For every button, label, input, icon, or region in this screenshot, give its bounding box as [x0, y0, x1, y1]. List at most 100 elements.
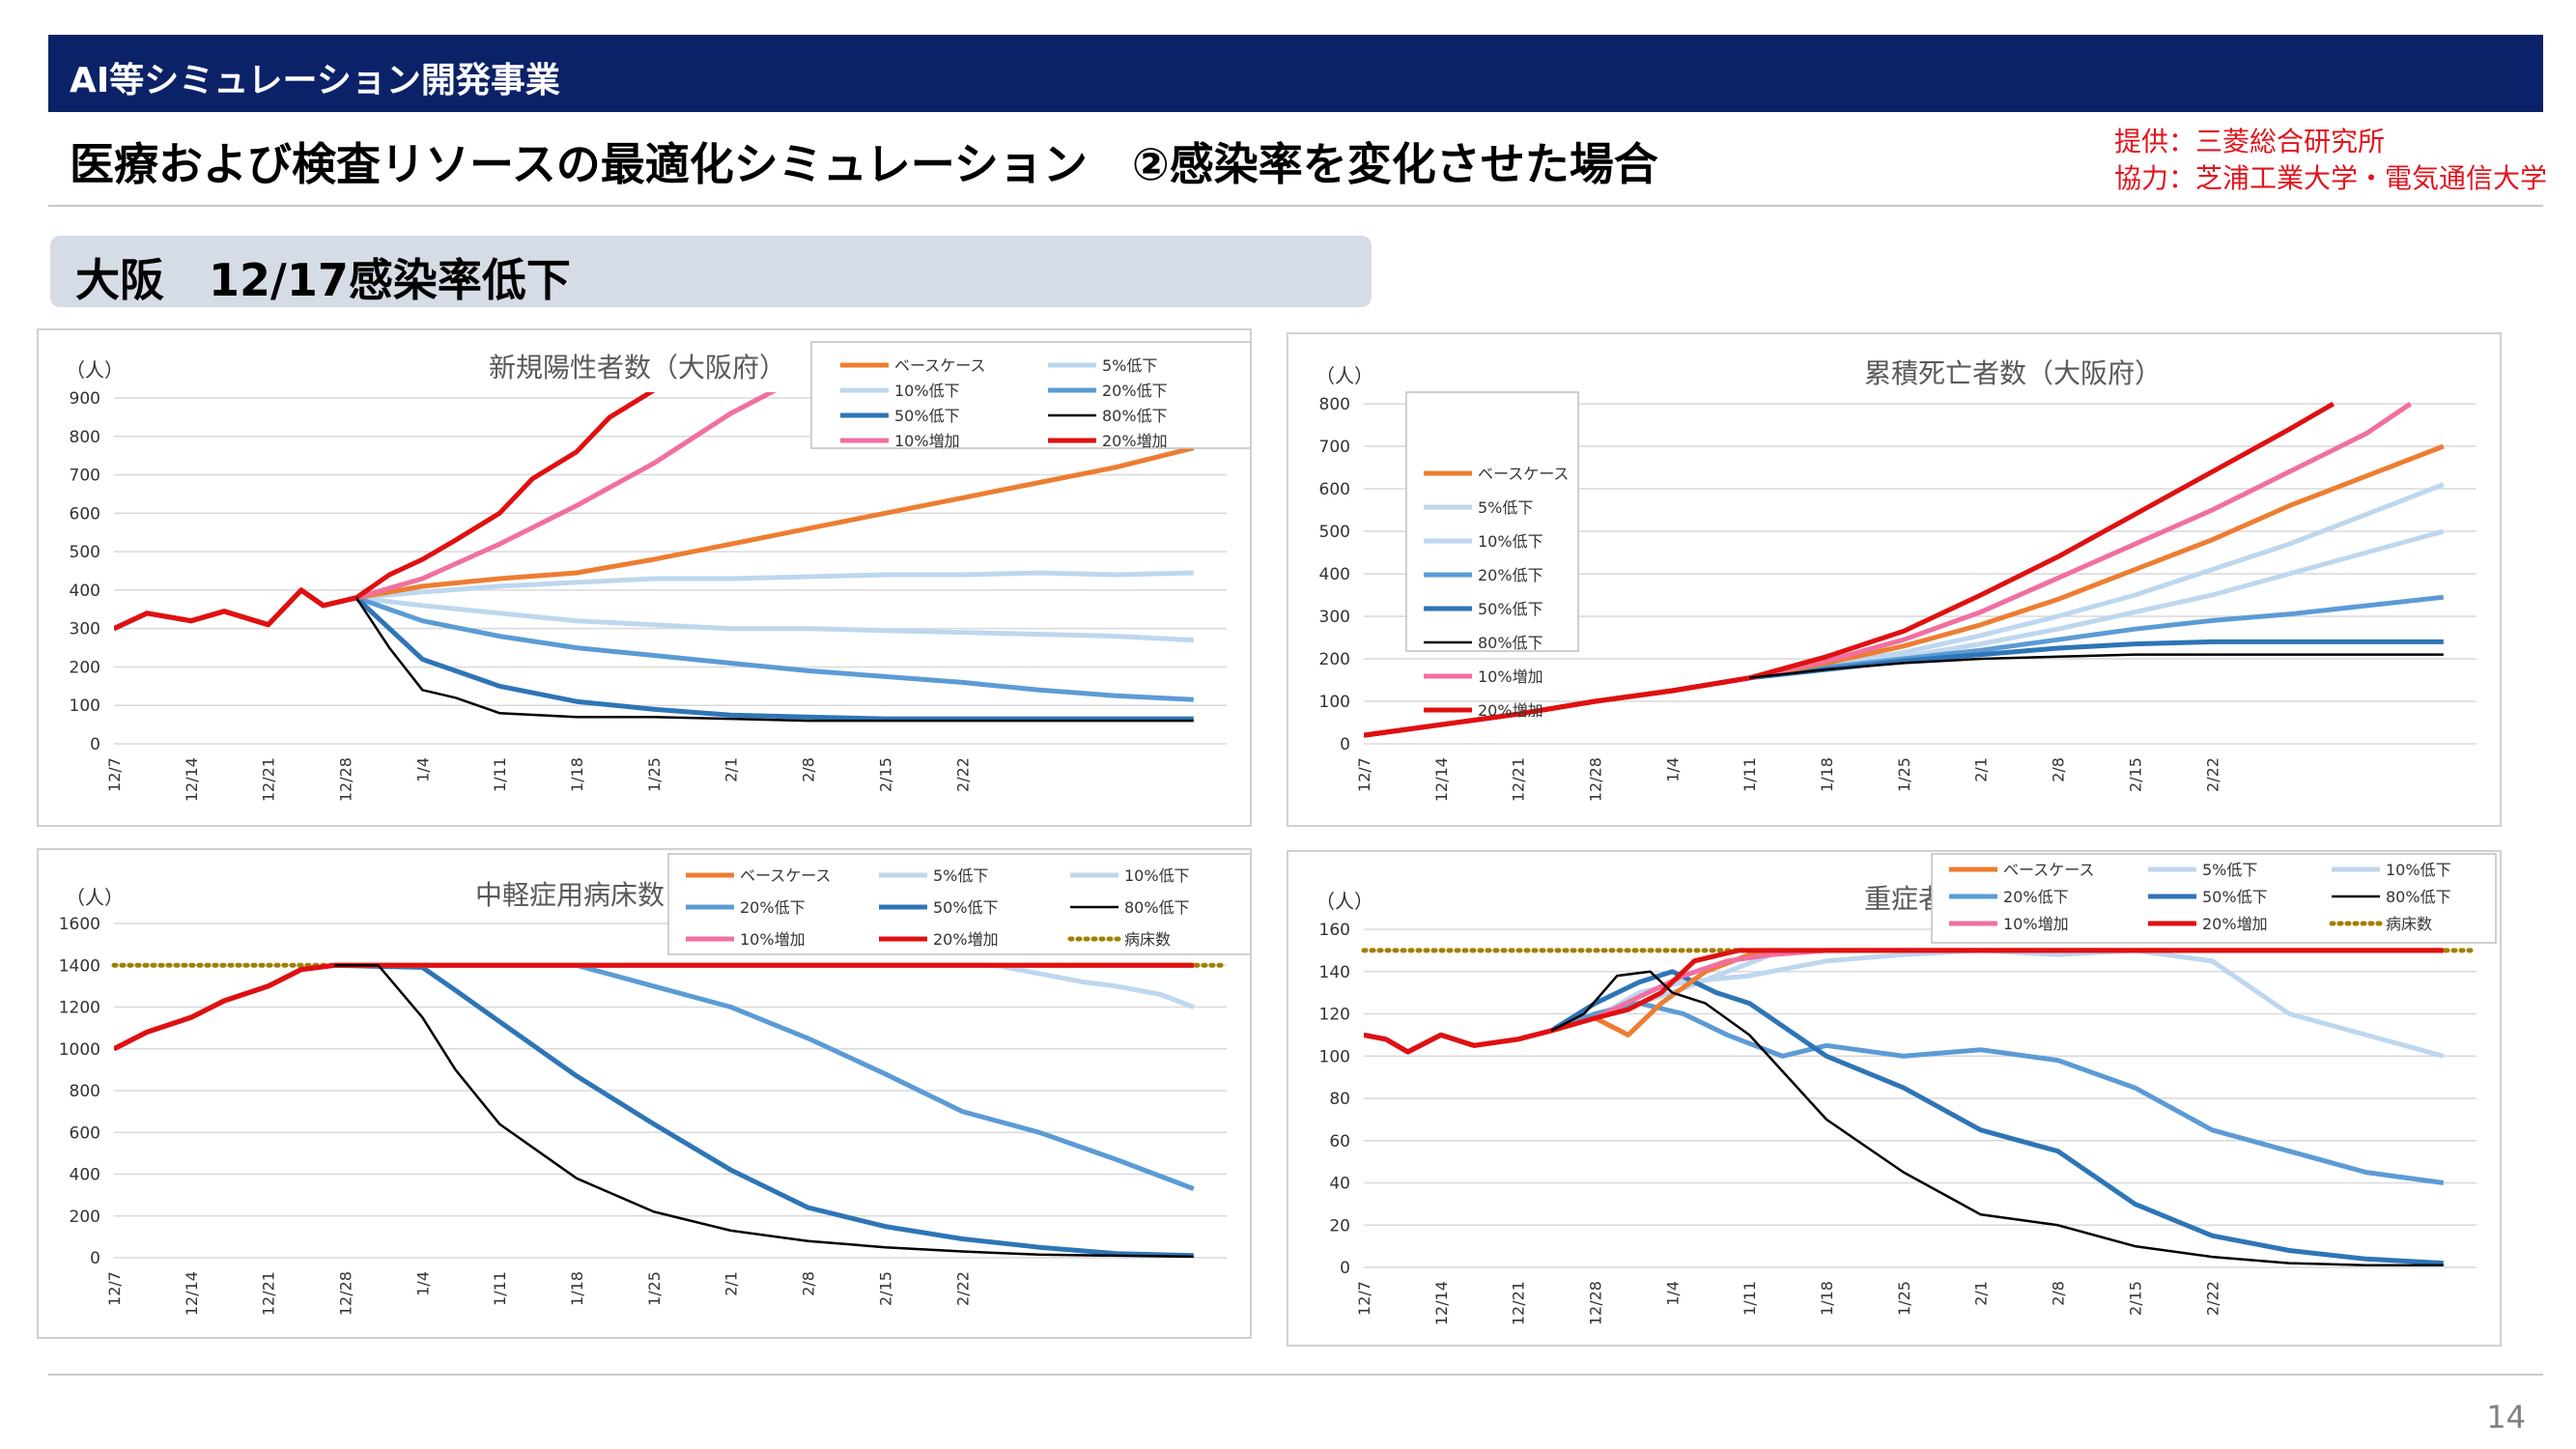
- y-tick-label: 1600: [59, 915, 100, 934]
- chart-title: 累積死亡者数（大阪府）: [1864, 357, 2162, 389]
- legend-label: ベースケース: [894, 356, 985, 375]
- y-tick-label: 1400: [59, 956, 100, 976]
- x-tick-label: 12/14: [1432, 1281, 1451, 1325]
- series-line-p50: [1364, 969, 2444, 1266]
- series-line-inc10: [114, 392, 777, 631]
- series-line-p5: [114, 570, 1194, 631]
- y-tick-label: 700: [1319, 438, 1350, 457]
- x-tick-label: 2/1: [1972, 757, 1991, 782]
- legend-label: 5%低下: [2202, 861, 2257, 879]
- page-number: 14: [2486, 1399, 2526, 1435]
- y-tick-label: 800: [70, 1082, 100, 1101]
- series-group: [114, 392, 1195, 723]
- y-tick-label: 200: [70, 1208, 100, 1227]
- x-tick-label: 12/7: [105, 1271, 124, 1306]
- provider-line: 提供：三菱総合研究所: [2113, 126, 2385, 157]
- x-tick-label: 1/4: [1663, 757, 1682, 782]
- cooperation-line: 協力：芝浦工業大学・電気通信大学: [2113, 162, 2547, 194]
- legend-label: 20%増加: [1478, 701, 1543, 720]
- x-tick-label: 1/25: [645, 757, 664, 792]
- x-tick-label: 12/28: [337, 1271, 355, 1316]
- series-line-p80: [1364, 970, 2444, 1267]
- y-tick-label: 900: [70, 389, 100, 409]
- y-tick-label: 600: [70, 1123, 100, 1143]
- legend-label: ベースケース: [1478, 465, 1569, 483]
- x-tick-label: 12/21: [260, 1271, 278, 1316]
- legend-label: ベースケース: [740, 867, 831, 885]
- legend-label: 50%低下: [2202, 888, 2268, 906]
- section-title: 大阪 12/17感染率低下: [75, 254, 571, 306]
- y-tick-label: 600: [70, 504, 100, 524]
- footer-divider: [48, 1374, 2543, 1376]
- x-tick-label: 2/15: [876, 757, 894, 792]
- y-tick-label: 20: [1329, 1216, 1350, 1236]
- x-tick-label: 1/18: [568, 757, 586, 792]
- legend-label: ベースケース: [2003, 861, 2094, 879]
- x-tick-label: 1/25: [1895, 757, 1913, 792]
- chart-panel-deaths: 0 100 200 300 400 500 600 700 800 12/7 12/14 12/21 1…: [1287, 332, 2502, 827]
- y-tick-label: 100: [70, 696, 100, 716]
- legend-box: [810, 341, 1250, 449]
- legend-label: 10%増加: [740, 930, 806, 949]
- y-tick-label: 80: [1329, 1090, 1350, 1109]
- legend-label: 50%低下: [894, 407, 960, 425]
- chart-title: 新規陽性者数（大阪府）: [489, 352, 786, 384]
- legend-label: 5%低下: [933, 867, 988, 885]
- y-tick-label: 800: [70, 428, 100, 447]
- history-line: [114, 587, 357, 631]
- y-tick-label: 160: [1319, 921, 1350, 940]
- legend-label: 80%低下: [2386, 888, 2451, 906]
- x-tick-label: 12/7: [1355, 1281, 1373, 1316]
- y-tick-label: 300: [70, 620, 100, 639]
- y-tick-label: 400: [70, 582, 100, 601]
- series-line-p20: [114, 587, 1194, 702]
- y-tick-label: 0: [90, 735, 100, 754]
- title-divider: [48, 205, 2543, 207]
- series-group: [1364, 401, 2445, 738]
- x-tick-label: 12/21: [260, 757, 278, 802]
- series-line-p80: [114, 964, 1194, 1258]
- unit-label: （人）: [1316, 364, 1373, 387]
- x-tick-label: 1/18: [568, 1271, 586, 1306]
- x-tick-label: 12/14: [183, 757, 201, 802]
- x-tick-label: 12/14: [1432, 757, 1451, 802]
- legend-label: 病床数: [2386, 915, 2432, 933]
- x-tick-label: 12/7: [105, 757, 124, 792]
- unit-label: （人）: [1316, 890, 1373, 913]
- series-line-p20: [114, 962, 1195, 1191]
- x-tick-label: 1/4: [413, 757, 432, 782]
- chart-deaths: 0 100 200 300 400 500 600 700 800 12/7 12/14 12/21 1…: [1316, 357, 2477, 802]
- x-tick-label: 1/18: [1818, 757, 1836, 792]
- series-group: [114, 962, 1195, 1258]
- legend-label: 10%増加: [2003, 915, 2069, 933]
- history-line: [114, 962, 335, 1052]
- legend-label: 20%増加: [2202, 915, 2268, 933]
- legend-label: 10%低下: [1124, 867, 1190, 885]
- legend-box: [667, 853, 1250, 955]
- legend-label: 10%低下: [1478, 532, 1543, 551]
- x-tick-label: 2/15: [2126, 757, 2144, 792]
- legend-label: 20%低下: [1478, 566, 1543, 584]
- legend-label: 10%低下: [2386, 861, 2451, 879]
- chart-panel-mild-beds: 0 200 400 600 800 1000 1200 1400 1600 12/7 12/14 12…: [37, 848, 1252, 1339]
- x-tick-label: 1/11: [1741, 757, 1759, 792]
- legend-label: 10%増加: [1478, 668, 1543, 686]
- history-line: [1364, 1028, 1552, 1055]
- banner: AI等シミュレーション開発事業: [48, 35, 2543, 112]
- series-line-p20: [1364, 1001, 2445, 1185]
- unit-label: （人）: [66, 358, 124, 382]
- legend-label: 80%低下: [1478, 634, 1543, 652]
- chart-new-cases: 0 100 200 300 400 500 600 700 800 900 12/7 12/14 12/…: [66, 341, 1250, 802]
- y-tick-label: 0: [90, 1249, 100, 1268]
- page-title: 医療および検査リソースの最適化シミュレーション ②感染率を変化させた場合: [70, 138, 1658, 190]
- legend-label: 20%低下: [1102, 382, 1168, 400]
- y-tick-label: 140: [1319, 963, 1350, 982]
- legend-label: 5%低下: [1478, 498, 1533, 517]
- x-tick-label: 2/15: [876, 1271, 894, 1306]
- y-tick-label: 300: [1319, 608, 1350, 627]
- legend-label: 20%低下: [2003, 888, 2069, 906]
- x-tick-label: 2/1: [722, 757, 741, 782]
- legend-label: 50%低下: [933, 898, 999, 917]
- legend-label: 80%低下: [1102, 407, 1168, 425]
- unit-label: （人）: [66, 886, 124, 909]
